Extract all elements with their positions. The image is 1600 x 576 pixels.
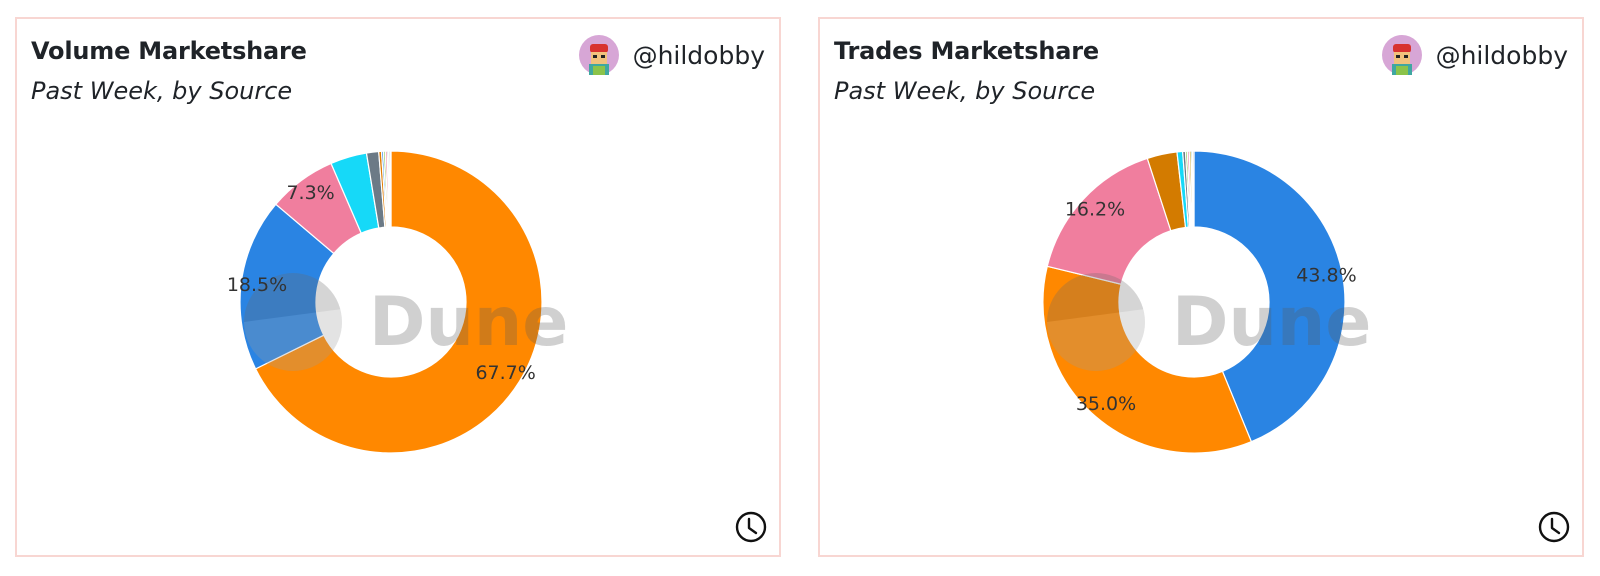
donut-slice[interactable] xyxy=(239,203,335,370)
author-link[interactable]: @hildobby xyxy=(1381,35,1568,75)
author-name: @hildobby xyxy=(1435,40,1568,70)
data-label: 16.2% xyxy=(1065,199,1125,221)
data-label: 7.3% xyxy=(286,182,334,204)
dune-logo-icon xyxy=(244,273,342,371)
watermark-text: Dune xyxy=(369,283,568,362)
donut-slice[interactable] xyxy=(1191,150,1195,228)
chart-title: Trades Marketshare xyxy=(834,37,1099,65)
clock-icon[interactable] xyxy=(735,511,767,543)
donut-slice[interactable] xyxy=(1193,150,1346,443)
data-label: 35.0% xyxy=(1076,393,1136,415)
author-link[interactable]: @hildobby xyxy=(578,35,765,75)
data-label: 18.5% xyxy=(227,274,287,296)
data-label: 43.8% xyxy=(1296,264,1356,286)
avatar-icon xyxy=(578,35,619,75)
donut-slice[interactable] xyxy=(254,150,543,454)
chart-subtitle: Past Week, by Source xyxy=(834,77,1096,105)
watermark-text: Dune xyxy=(1172,283,1371,362)
dune-watermark: Dune xyxy=(1047,273,1371,371)
volume-marketshare-card: Volume Marketshare Past Week, by Source … xyxy=(15,17,781,557)
avatar-icon xyxy=(1381,35,1422,75)
donut-slice[interactable] xyxy=(389,150,392,228)
clock-icon[interactable] xyxy=(1538,511,1570,543)
chart-subtitle: Past Week, by Source xyxy=(31,77,293,105)
donut-slice[interactable] xyxy=(1042,265,1253,454)
dune-logo-icon xyxy=(1047,273,1145,371)
trades-marketshare-card: Trades Marketshare Past Week, by Source … xyxy=(818,17,1584,557)
donut-slice[interactable] xyxy=(1046,157,1172,285)
data-label: 67.7% xyxy=(475,362,535,384)
chart-title: Volume Marketshare xyxy=(31,37,307,65)
dune-watermark: Dune xyxy=(244,273,568,371)
author-name: @hildobby xyxy=(632,40,765,70)
